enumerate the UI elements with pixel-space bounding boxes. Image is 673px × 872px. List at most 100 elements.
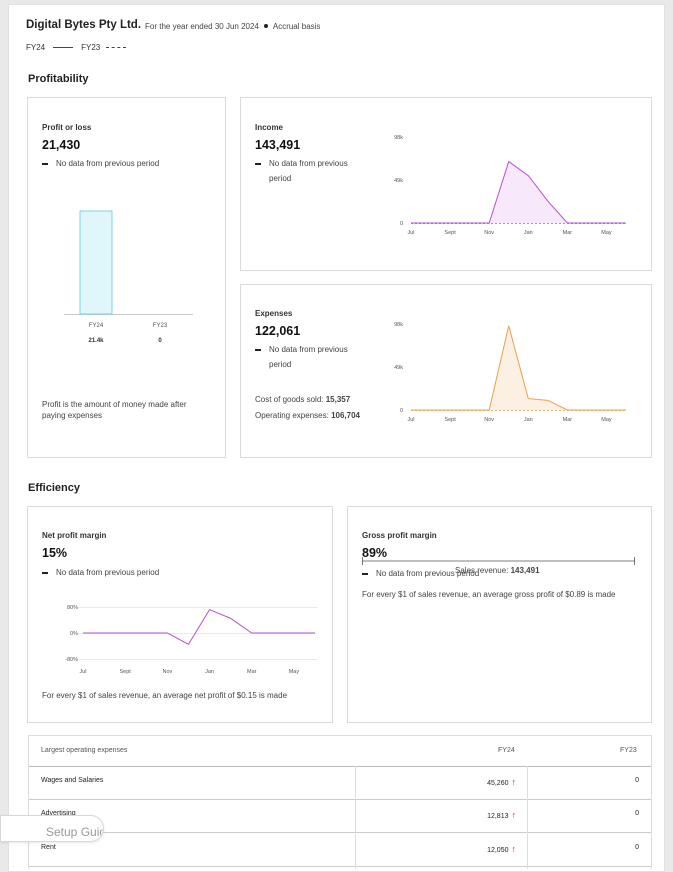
expenses-no-data-line2: period — [269, 360, 292, 369]
arrow-up-icon: ↑ — [511, 844, 517, 854]
x-tick-label: Jan — [524, 230, 533, 236]
legend-previous: FY23 — [81, 43, 101, 52]
dash-icon — [42, 162, 48, 165]
table-cell-previous: 0 — [635, 844, 639, 851]
series-line — [411, 325, 626, 411]
income-value: 143,491 — [255, 138, 301, 152]
arrow-up-icon: ↑ — [511, 777, 517, 787]
expenses-no-data-line1: No data from previous — [269, 345, 348, 354]
profit-bar-chart: FY24 21.4k FY23 0 — [64, 210, 193, 344]
table-header-previous: FY23 — [620, 747, 637, 754]
x-tick-label: Nov — [484, 417, 494, 423]
x-tick-label: Nov — [484, 230, 494, 236]
dash-icon — [42, 571, 48, 574]
x-tick-label: Nov — [162, 669, 172, 675]
cell-value: 12,050 — [487, 847, 509, 854]
gross-margin-card[interactable]: Gross profit margin 89% No data from pre… — [347, 506, 652, 723]
net-margin-value: 15% — [42, 546, 68, 560]
y-tick-label: 49k — [394, 178, 403, 184]
sales-revenue-value: 143,491 — [510, 566, 540, 575]
table-cell-previous: 0 — [635, 777, 639, 784]
report-period: For the year ended 30 Jun 2024 Accrual ba… — [145, 22, 320, 31]
income-no-data-line1: No data from previous — [269, 159, 348, 168]
expenses-area-chart: 98k 49k 0 Jul Sept Nov Jan Mar May — [394, 322, 626, 423]
y-tick-label: 98k — [394, 322, 403, 328]
cogs-label: Cost of goods sold: — [255, 395, 324, 404]
table-cell-previous: 0 — [635, 810, 639, 817]
income-label: Income — [255, 123, 284, 132]
profit-no-data: No data from previous period — [42, 156, 159, 171]
y-tick-label: 0% — [70, 631, 78, 637]
y-tick-label: 0 — [400, 408, 403, 414]
x-tick-label: Sept — [444, 417, 456, 423]
table-header-label: Largest operating expenses — [41, 747, 128, 754]
cogs-value: 15,357 — [325, 395, 351, 404]
net-margin-no-data: No data from previous period — [42, 565, 159, 580]
legend-current: FY24 — [26, 43, 46, 52]
y-tick-label: 98k — [394, 135, 403, 141]
cell-value: 12,813 — [487, 813, 509, 820]
separator-dot — [263, 24, 268, 28]
sales-revenue-label: Sales revenue: — [455, 566, 509, 575]
gross-margin-label: Gross profit margin — [362, 531, 437, 540]
y-tick-label: 80% — [67, 605, 78, 611]
profit-description: Profit is the amount of money made after… — [42, 400, 187, 420]
basis-text: Accrual basis — [272, 22, 321, 31]
legend-dashed-line — [106, 47, 127, 48]
bar-category-label: FY24 — [89, 323, 104, 329]
x-tick-label: May — [289, 669, 300, 675]
table-header-current: FY24 — [498, 747, 515, 754]
opex-value: 106,704 — [331, 411, 360, 420]
expenses-value: 122,061 — [255, 324, 301, 338]
setup-guide-button[interactable]: Setup Guide — [0, 815, 104, 842]
table-row-label: Wages and Salaries — [41, 777, 104, 784]
table-row-label: Rent — [41, 844, 56, 851]
section-profitability-title: Profitability — [28, 73, 89, 85]
expenses-label: Expenses — [255, 309, 293, 318]
x-tick-label: May — [601, 230, 612, 236]
series-area — [411, 161, 626, 223]
table-cell-current: 12,813 ↑ — [448, 810, 516, 820]
expenses-card[interactable]: Expenses 122,061 No data from previous pe… — [240, 284, 652, 458]
income-no-data: No data from previous period — [255, 156, 348, 186]
table-cell-current: 45,260 ↑ — [448, 777, 516, 787]
period-text: For the year ended 30 Jun 2024 — [145, 22, 259, 31]
dash-icon — [255, 348, 261, 351]
net-margin-no-data-text: No data from previous period — [56, 568, 160, 577]
x-tick-label: Jan — [524, 417, 533, 423]
legend-solid-line — [53, 47, 74, 48]
arrow-up-icon: ↑ — [511, 810, 517, 820]
y-tick-label: 0 — [400, 221, 403, 227]
profit-card[interactable]: Profit or loss 21,430 No data from previ… — [27, 97, 226, 458]
x-tick-label: Jul — [407, 417, 414, 423]
x-tick-label: Sept — [120, 669, 132, 675]
table-row-label: Advertising — [41, 810, 76, 817]
x-tick-label: Mar — [563, 417, 573, 423]
bar-value-label: 21.4k — [88, 338, 104, 344]
bar-fy24 — [79, 210, 113, 315]
dash-icon — [362, 572, 368, 575]
opex-label: Operating expenses: — [255, 411, 329, 420]
net-margin-description: For every $1 of sales revenue, an averag… — [42, 691, 288, 700]
gross-margin-bar-line — [362, 557, 635, 565]
bar-category-label: FY23 — [153, 323, 168, 329]
sales-revenue-line: Sales revenue: 143,491 — [455, 566, 540, 577]
table-cell-current: 12,050 ↑ — [448, 844, 516, 854]
bar-value-label: 0 — [158, 338, 162, 344]
report-page: Digital Bytes Pty Ltd. For the year ende… — [8, 4, 665, 872]
section-efficiency-title: Efficiency — [28, 482, 80, 494]
dash-icon — [255, 162, 261, 165]
company-name: Digital Bytes Pty Ltd. — [26, 19, 142, 31]
net-margin-line-chart: 80% 0% -80%Jul Sept Nov Jan Mar May — [65, 605, 317, 675]
x-tick-label: Sept — [444, 230, 456, 236]
x-tick-label: Jul — [407, 230, 414, 236]
x-tick-label: Jan — [205, 669, 214, 675]
income-card[interactable]: Income 143,491 No data from previous peri… — [240, 97, 652, 271]
cell-value: 45,260 — [487, 780, 509, 787]
income-no-data-line2: period — [269, 174, 292, 183]
gross-margin-no-data: No data from previous period — [362, 566, 479, 581]
period-legend: FY24 FY23 — [26, 43, 127, 52]
net-margin-card[interactable]: Net profit margin 15% No data from previ… — [27, 506, 333, 723]
series-area — [411, 325, 626, 410]
expenses-no-data: No data from previous period — [255, 342, 348, 372]
